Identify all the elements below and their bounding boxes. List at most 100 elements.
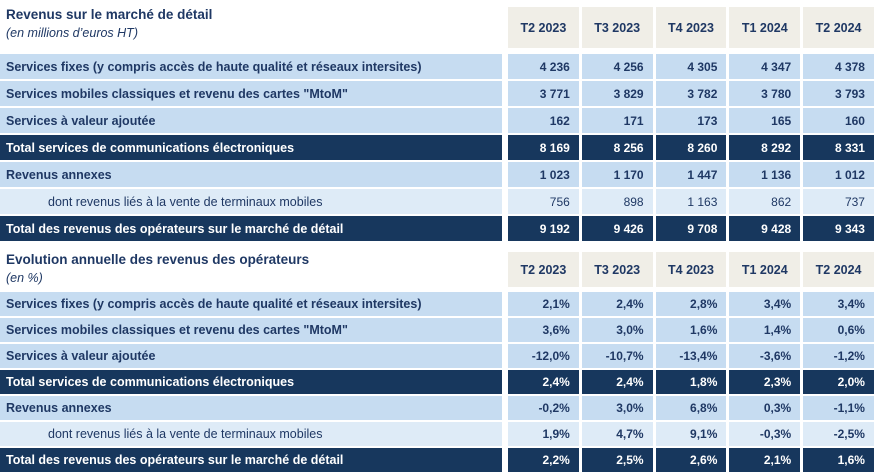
row-label: Total services de communications électro… xyxy=(0,370,502,394)
row-label: Services à valeur ajoutée xyxy=(0,108,502,133)
value-cell: 160 xyxy=(803,108,874,133)
value-cell: 9 192 xyxy=(508,216,579,241)
value-cell: 3,4% xyxy=(729,292,801,316)
value-cell: -12,0% xyxy=(508,344,579,368)
table-row: Revenus annexes 1 023 1 170 1 447 1 136 1 012 xyxy=(0,162,874,187)
annual-evolution-header: Evolution annuelle des revenus des opéra… xyxy=(0,245,874,287)
value-cell: 2,1% xyxy=(729,448,801,472)
row-label: Revenus annexes xyxy=(0,162,502,187)
quarter-column-headers: T2 2023 T3 2023 T4 2023 T1 2024 T2 2024 xyxy=(508,0,874,48)
table-title: Evolution annuelle des revenus des opéra… xyxy=(6,252,310,267)
value-cell: 862 xyxy=(729,189,801,214)
row-label: Services mobiles classiques et revenu de… xyxy=(0,81,502,106)
value-cell: 1 447 xyxy=(655,162,727,187)
value-cell: -0,3% xyxy=(729,422,801,446)
value-cell: 737 xyxy=(803,189,874,214)
value-cell: 3 793 xyxy=(803,81,874,106)
column-header: T3 2023 xyxy=(581,252,653,287)
value-cell: -10,7% xyxy=(581,344,653,368)
value-cell: 1 136 xyxy=(729,162,801,187)
column-header: T4 2023 xyxy=(655,7,727,48)
annual-evolution-title-block: Evolution annuelle des revenus des opéra… xyxy=(0,245,502,287)
value-cell: 4 305 xyxy=(655,54,727,79)
column-header: T2 2024 xyxy=(803,252,874,287)
column-header: T4 2023 xyxy=(655,252,727,287)
value-cell: 1,8% xyxy=(655,370,727,394)
table-row: Services fixes (y compris accès de haute… xyxy=(0,54,874,79)
row-label: Revenus annexes xyxy=(0,396,502,420)
value-cell: 3 771 xyxy=(508,81,579,106)
row-label: Services fixes (y compris accès de haute… xyxy=(0,292,502,316)
value-cell: -0,2% xyxy=(508,396,579,420)
value-cell: 1,9% xyxy=(508,422,579,446)
value-cell: 4,7% xyxy=(581,422,653,446)
column-header: T1 2024 xyxy=(729,7,801,48)
value-cell: 2,1% xyxy=(508,292,579,316)
value-cell: 2,4% xyxy=(508,370,579,394)
value-cell: 3,6% xyxy=(508,318,579,342)
column-header: T1 2024 xyxy=(729,252,801,287)
value-cell: 2,2% xyxy=(508,448,579,472)
table-row: Total services de communications électro… xyxy=(0,370,874,394)
value-cell: -3,6% xyxy=(729,344,801,368)
value-cell: -1,1% xyxy=(803,396,874,420)
value-cell: -13,4% xyxy=(655,344,727,368)
value-cell: 2,6% xyxy=(655,448,727,472)
table-title: Revenus sur le marché de détail xyxy=(6,7,213,22)
value-cell: 3,4% xyxy=(803,292,874,316)
value-cell: 173 xyxy=(655,108,727,133)
table-rows: Services fixes (y compris accès de haute… xyxy=(0,54,874,241)
row-label: dont revenus liés à la vente de terminau… xyxy=(0,422,502,446)
value-cell: 165 xyxy=(729,108,801,133)
column-header: T2 2023 xyxy=(508,7,579,48)
value-cell: 171 xyxy=(581,108,653,133)
value-cell: 1 170 xyxy=(581,162,653,187)
value-cell: 756 xyxy=(508,189,579,214)
table-unit-subtitle: (en millions d’euros HT) xyxy=(6,25,138,40)
table-unit-subtitle: (en %) xyxy=(6,270,43,285)
row-label: Total services de communications électro… xyxy=(0,135,502,160)
value-cell: 1 012 xyxy=(803,162,874,187)
table-row: Services à valeur ajoutée -12,0% -10,7% -13… xyxy=(0,344,874,368)
retail-revenue-title-block: Revenus sur le marché de détail (en mill… xyxy=(0,0,502,48)
value-cell: 2,4% xyxy=(581,292,653,316)
value-cell: 8 292 xyxy=(729,135,801,160)
row-label: Services mobiles classiques et revenu de… xyxy=(0,318,502,342)
value-cell: 9,1% xyxy=(655,422,727,446)
value-cell: -2,5% xyxy=(803,422,874,446)
column-header: T2 2024 xyxy=(803,7,874,48)
row-label: Services fixes (y compris accès de haute… xyxy=(0,54,502,79)
value-cell: 162 xyxy=(508,108,579,133)
value-cell: 2,4% xyxy=(581,370,653,394)
table-row: Total services de communications électro… xyxy=(0,135,874,160)
value-cell: 3 829 xyxy=(581,81,653,106)
value-cell: 9 343 xyxy=(803,216,874,241)
value-cell: 0,6% xyxy=(803,318,874,342)
table-row: Services mobiles classiques et revenu de… xyxy=(0,81,874,106)
value-cell: 4 256 xyxy=(581,54,653,79)
value-cell: 3,0% xyxy=(581,396,653,420)
value-cell: 898 xyxy=(581,189,653,214)
table-row: Services à valeur ajoutée 162 171 173 165 160 xyxy=(0,108,874,133)
value-cell: 9 428 xyxy=(729,216,801,241)
value-cell: 4 236 xyxy=(508,54,579,79)
row-label: Total des revenus des opérateurs sur le … xyxy=(0,448,502,472)
value-cell: 8 260 xyxy=(655,135,727,160)
value-cell: 3 782 xyxy=(655,81,727,106)
value-cell: 4 378 xyxy=(803,54,874,79)
value-cell: 1,6% xyxy=(655,318,727,342)
table-row: Services fixes (y compris accès de haute… xyxy=(0,292,874,316)
table-row: Services mobiles classiques et revenu de… xyxy=(0,318,874,342)
value-cell: 8 331 xyxy=(803,135,874,160)
value-cell: 9 426 xyxy=(581,216,653,241)
value-cell: 2,3% xyxy=(729,370,801,394)
value-cell: 6,8% xyxy=(655,396,727,420)
table-row: Total des revenus des opérateurs sur le … xyxy=(0,216,874,241)
row-label: Total des revenus des opérateurs sur le … xyxy=(0,216,502,241)
retail-revenue-table: Revenus sur le marché de détail (en mill… xyxy=(0,0,874,241)
value-cell: -1,2% xyxy=(803,344,874,368)
value-cell: 1,6% xyxy=(803,448,874,472)
value-cell: 4 347 xyxy=(729,54,801,79)
value-cell: 2,8% xyxy=(655,292,727,316)
